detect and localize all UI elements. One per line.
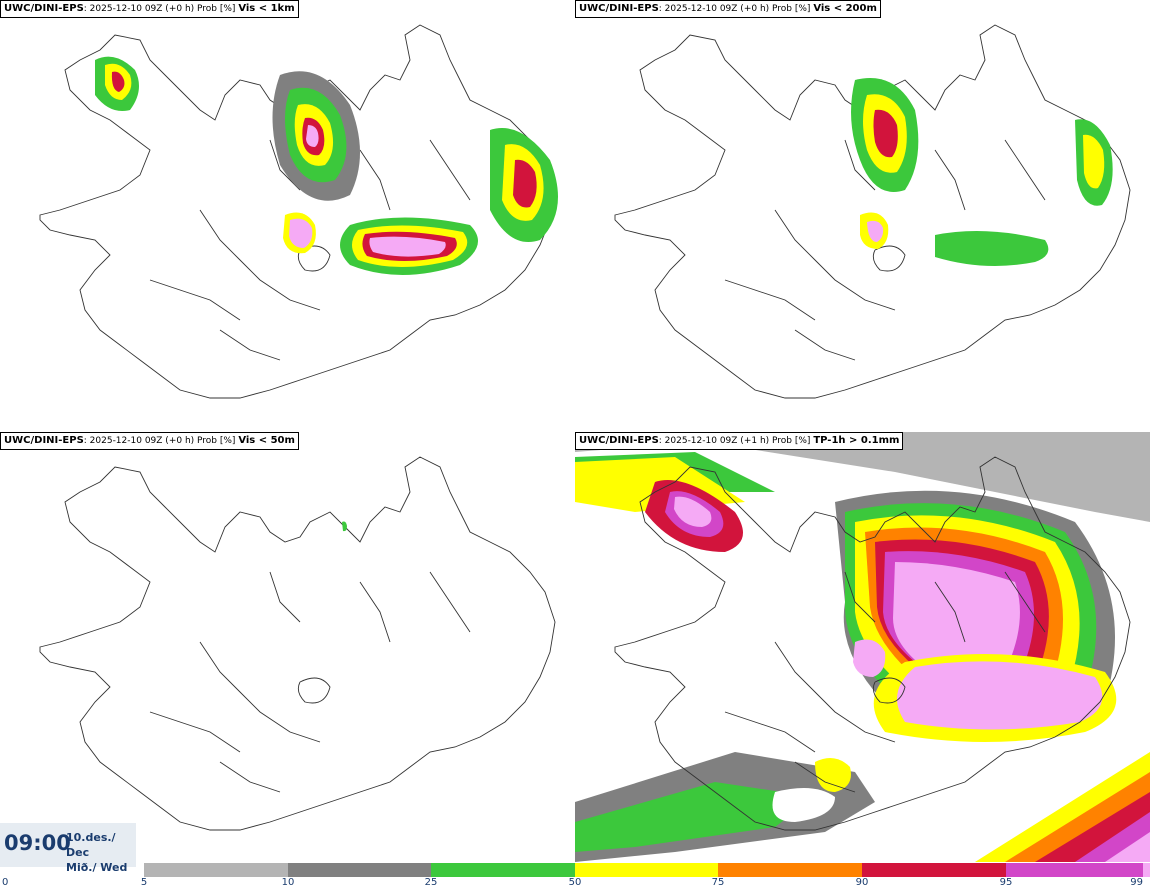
probability-field xyxy=(851,78,1113,266)
panel-title: UWC/DINI-EPS: 2025-12-10 09Z (+1 h) Prob… xyxy=(575,432,904,450)
color-scale-segment xyxy=(718,863,862,877)
color-scale-segment xyxy=(1006,863,1143,877)
color-scale-ticks: 0 5 10 25 50 75 90 95 99 xyxy=(0,877,1150,891)
color-scale-bar xyxy=(144,863,1150,877)
color-scale-tick-label: 50 xyxy=(568,877,582,888)
iceland-map xyxy=(39,24,558,399)
iceland-map xyxy=(39,456,556,831)
probability-field xyxy=(342,521,347,532)
iceland-map xyxy=(614,24,1131,399)
map-panel-vis-50m: UWC/DINI-EPS: 2025-12-10 09Z (+0 h) Prob… xyxy=(0,432,575,862)
map-panel-tp-1h: UWC/DINI-EPS: 2025-12-10 09Z (+1 h) Prob… xyxy=(575,432,1150,862)
weekday-line: Mið./ Wed xyxy=(66,861,128,874)
color-scale-tick-label: 75 xyxy=(711,877,725,888)
color-scale-segment xyxy=(575,863,718,877)
color-scale-tick-label: 95 xyxy=(999,877,1013,888)
map-panel-vis-1km: UWC/DINI-EPS: 2025-12-10 09Z (+0 h) Prob… xyxy=(0,0,575,430)
map-panel-vis-200m: UWC/DINI-EPS: 2025-12-10 09Z (+0 h) Prob… xyxy=(575,0,1150,430)
time-label: 09:00 10.des./ Dec Mið./ Wed xyxy=(0,823,136,874)
color-scale-tick-label: 0 xyxy=(2,877,9,888)
color-scale-segment xyxy=(144,863,288,877)
color-scale-segment xyxy=(862,863,1006,877)
color-scale-segment xyxy=(1143,863,1150,877)
probability-field xyxy=(95,56,558,275)
color-scale-tick-label: 10 xyxy=(281,877,295,888)
color-scale-segment xyxy=(288,863,431,877)
color-scale-segment xyxy=(431,863,575,877)
clock-time: 09:00 xyxy=(4,831,71,855)
color-scale-tick-label: 25 xyxy=(424,877,438,888)
panel-title: UWC/DINI-EPS: 2025-12-10 09Z (+0 h) Prob… xyxy=(0,0,299,18)
probability-field xyxy=(575,432,1150,862)
color-scale-tick-label: 5 xyxy=(140,877,148,888)
color-scale-tick-label: 90 xyxy=(855,877,869,888)
color-scale-tick-label: 99 xyxy=(1130,877,1143,888)
panel-title: UWC/DINI-EPS: 2025-12-10 09Z (+0 h) Prob… xyxy=(0,432,299,450)
date-line: 10.des./ Dec xyxy=(66,831,116,859)
iceland-map xyxy=(575,432,1150,862)
panel-title: UWC/DINI-EPS: 2025-12-10 09Z (+0 h) Prob… xyxy=(575,0,881,18)
